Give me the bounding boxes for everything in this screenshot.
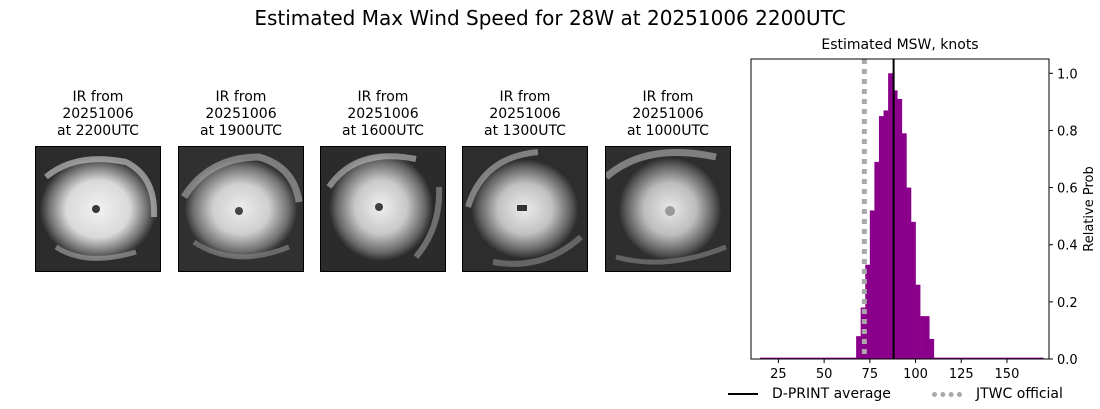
y-tick-label: 0.2: [1057, 296, 1078, 311]
histogram-bar: [915, 284, 921, 359]
y-tick-label: 0.6: [1057, 182, 1078, 197]
histogram-bar: [901, 133, 907, 359]
ir-caption-line: IR from: [72, 89, 124, 105]
ir-caption-date: 20251006: [205, 106, 277, 122]
y-tick-label: 0.4: [1057, 239, 1078, 254]
ir-caption: IR from 20251006 at 2200UTC: [15, 89, 181, 140]
legend-label: JTWC official: [976, 386, 1063, 402]
ir-satellite-image: [320, 146, 446, 272]
ir-caption-time: at 1600UTC: [342, 123, 424, 139]
ir-caption: IR from 20251006 at 1300UTC: [442, 89, 608, 140]
histogram-bar: [865, 264, 871, 359]
ir-caption-date: 20251006: [489, 106, 561, 122]
ir-caption-time: at 2200UTC: [57, 123, 139, 139]
histogram-bar: [929, 339, 935, 359]
histogram-bar: [888, 73, 893, 360]
x-tick-label: 25: [770, 367, 787, 382]
histogram-bar: [874, 161, 880, 359]
chart-legend: D-PRINT average JTWC official: [726, 386, 1096, 408]
figure-title: Estimated Max Wind Speed for 28W at 2025…: [254, 6, 846, 30]
ir-caption-line: IR from: [642, 89, 694, 105]
ir-caption-date: 20251006: [62, 106, 134, 122]
legend-swatch-dotted: [932, 391, 962, 397]
x-tick-label: 75: [862, 367, 879, 382]
histogram-bar: [869, 210, 875, 359]
ir-panel-3: IR from 20251006 at 1600UTC: [320, 0, 446, 280]
legend-label: D-PRINT average: [772, 386, 891, 402]
y-axis-label: Relative Prob: [1082, 166, 1097, 251]
ir-satellite-image: [35, 146, 161, 272]
y-tick-label: 0.0: [1057, 353, 1078, 368]
ir-caption-time: at 1000UTC: [627, 123, 709, 139]
legend-swatch-solid: [728, 393, 758, 395]
x-tick-label: 125: [949, 367, 974, 382]
y-tick-label: 1.0: [1057, 67, 1078, 82]
histogram-title: Estimated MSW, knots: [821, 37, 979, 53]
histogram-bar: [897, 99, 903, 359]
ir-caption-date: 20251006: [347, 106, 419, 122]
histogram-bar: [892, 90, 898, 359]
x-tick-label: 150: [995, 367, 1020, 382]
ir-caption-line: IR from: [215, 89, 267, 105]
ir-panel-1: IR from 20251006 at 2200UTC: [35, 0, 161, 280]
histogram-bar: [920, 316, 925, 359]
ir-caption: IR from 20251006 at 1000UTC: [585, 89, 751, 140]
legend-item-jtwc: JTWC official: [932, 386, 1063, 402]
y-tick-label: 0.8: [1057, 124, 1078, 139]
x-tick-label: 100: [903, 367, 928, 382]
x-tick-label: 50: [816, 367, 833, 382]
ir-satellite-image: [178, 146, 304, 272]
histogram-bar: [878, 116, 884, 360]
ir-caption-line: IR from: [357, 89, 409, 105]
ir-caption-line: IR from: [499, 89, 551, 105]
ir-panel-2: IR from 20251006 at 1900UTC: [178, 0, 304, 280]
ir-satellite-image: [605, 146, 731, 272]
ir-satellite-image: [462, 146, 588, 272]
plot-frame: [750, 58, 1050, 360]
histogram-bar: [883, 110, 889, 359]
ir-caption-time: at 1300UTC: [484, 123, 566, 139]
histogram-bar: [910, 221, 916, 359]
ir-caption: IR from 20251006 at 1900UTC: [158, 89, 324, 140]
ir-caption-date: 20251006: [632, 106, 704, 122]
legend-item-dprint: D-PRINT average: [728, 386, 891, 402]
histogram-bar: [924, 316, 930, 359]
ir-panel-5: IR from 20251006 at 1000UTC: [605, 0, 731, 280]
ir-caption: IR from 20251006 at 1600UTC: [300, 89, 466, 140]
histogram-bar: [856, 336, 861, 359]
ir-panel-4: IR from 20251006 at 1300UTC: [462, 0, 588, 280]
ir-caption-time: at 1900UTC: [200, 123, 282, 139]
histogram-bar: [906, 187, 912, 359]
